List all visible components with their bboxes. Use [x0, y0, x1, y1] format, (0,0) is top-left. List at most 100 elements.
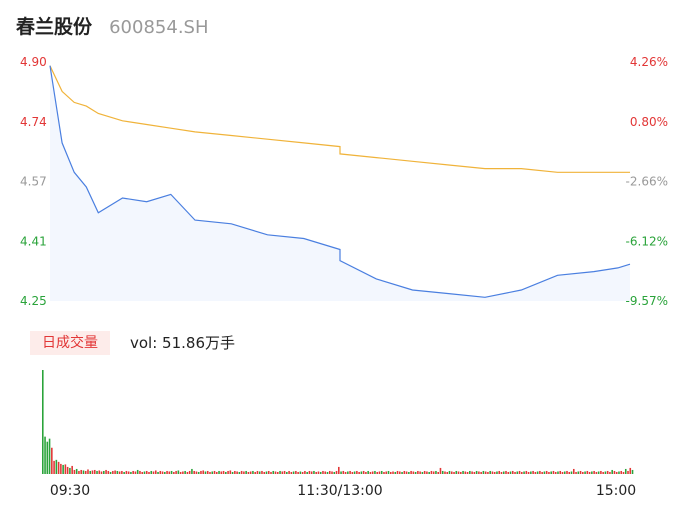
- volume-bar: [256, 470, 259, 474]
- volume-bar: [602, 471, 604, 474]
- volume-bar: [222, 470, 225, 474]
- volume-bar: [236, 471, 238, 474]
- volume-bar: [417, 470, 419, 474]
- volume-bar: [509, 471, 512, 474]
- volume-bar: [414, 471, 417, 474]
- price-area-fill: [50, 65, 630, 301]
- volume-bar: [218, 470, 220, 474]
- volume-bar: [376, 471, 378, 474]
- volume-bar: [539, 470, 541, 474]
- volume-bar: [73, 469, 76, 474]
- volume-bar: [44, 436, 46, 474]
- volume-bar: [168, 471, 171, 474]
- volume-bar: [496, 471, 498, 474]
- volume-tab[interactable]: 日成交量: [30, 331, 110, 355]
- volume-bar: [568, 471, 571, 474]
- volume-bar: [333, 471, 336, 474]
- volume-bar: [430, 470, 433, 474]
- volume-bar: [51, 447, 53, 474]
- average-price-line: [49, 65, 630, 173]
- y-axis-price-label: 4.74: [20, 115, 47, 129]
- volume-bar: [238, 471, 241, 474]
- volume-bar: [297, 471, 299, 474]
- volume-bar: [69, 467, 71, 474]
- volume-bar: [202, 470, 205, 474]
- volume-bar: [487, 471, 489, 474]
- volume-bar: [338, 466, 340, 474]
- volume-bar: [450, 471, 453, 474]
- volume-bar: [276, 471, 279, 474]
- volume-bar: [419, 471, 421, 474]
- volume-bar: [279, 470, 281, 474]
- volume-bar: [121, 470, 123, 474]
- volume-bar: [204, 471, 207, 474]
- volume-bar: [410, 470, 412, 474]
- volume-bar: [188, 470, 191, 474]
- volume-bar: [566, 470, 568, 474]
- volume-bar: [597, 471, 600, 474]
- volume-bar: [301, 471, 304, 474]
- volume-bar: [78, 470, 80, 474]
- volume-bar: [270, 471, 272, 474]
- volume-bar: [441, 470, 444, 474]
- volume-bar: [489, 470, 491, 474]
- volume-bar: [525, 470, 528, 474]
- volume-bar: [243, 471, 245, 474]
- volume-bar: [82, 470, 85, 474]
- volume-bar: [261, 470, 263, 474]
- y-axis-price-label: 4.41: [20, 234, 47, 248]
- volume-bar: [87, 469, 89, 474]
- volume-bar: [274, 471, 277, 474]
- y-axis-percent-label: -6.12%: [626, 234, 668, 248]
- volume-bar: [326, 471, 329, 474]
- volume-bar: [154, 470, 157, 474]
- volume-bar: [290, 471, 293, 474]
- volume-bar: [152, 471, 155, 474]
- price-line: [49, 65, 631, 298]
- volume-bar: [399, 471, 401, 474]
- volume-bar: [125, 470, 128, 474]
- volume-bar: [523, 471, 525, 474]
- volume-bar: [505, 470, 507, 474]
- volume-bar: [134, 471, 137, 474]
- volume-bar: [265, 471, 268, 474]
- volume-bar: [288, 470, 290, 474]
- volume-bar: [123, 471, 125, 474]
- volume-bar: [353, 471, 356, 474]
- volume-bar: [186, 471, 189, 474]
- volume-bar: [401, 471, 403, 474]
- volume-bar: [245, 470, 247, 474]
- volume-bar: [252, 470, 254, 474]
- volume-bar: [554, 471, 557, 474]
- volume-bar: [193, 470, 195, 474]
- volume-bar: [439, 467, 442, 474]
- volume-bar: [423, 470, 426, 474]
- volume-bar: [557, 471, 559, 474]
- volume-bar: [460, 471, 462, 474]
- volume-bar: [615, 471, 618, 474]
- volume-bar: [229, 470, 232, 474]
- volume-bar: [62, 464, 64, 474]
- volume-bar: [328, 470, 331, 474]
- volume-bar: [378, 471, 381, 474]
- volume-bar: [480, 471, 482, 474]
- volume-bar: [116, 470, 119, 474]
- volume-bar: [367, 470, 369, 474]
- volume-bar: [570, 471, 573, 474]
- volume-bar: [141, 471, 143, 474]
- volume-bar: [209, 471, 211, 474]
- volume-bar: [541, 471, 543, 474]
- volume-bar: [448, 470, 451, 474]
- volume-bar: [446, 471, 449, 474]
- volume-bar: [426, 471, 428, 474]
- volume-bar: [213, 470, 216, 474]
- volume-bar: [319, 471, 322, 474]
- volume-bar: [315, 471, 317, 474]
- volume-bar: [482, 470, 485, 474]
- volume-bar: [46, 441, 49, 474]
- volume-bar: [577, 471, 580, 474]
- volume-bar: [263, 471, 266, 474]
- volume-bar: [299, 471, 302, 474]
- volume-bar: [254, 471, 256, 474]
- volume-bar: [383, 471, 385, 474]
